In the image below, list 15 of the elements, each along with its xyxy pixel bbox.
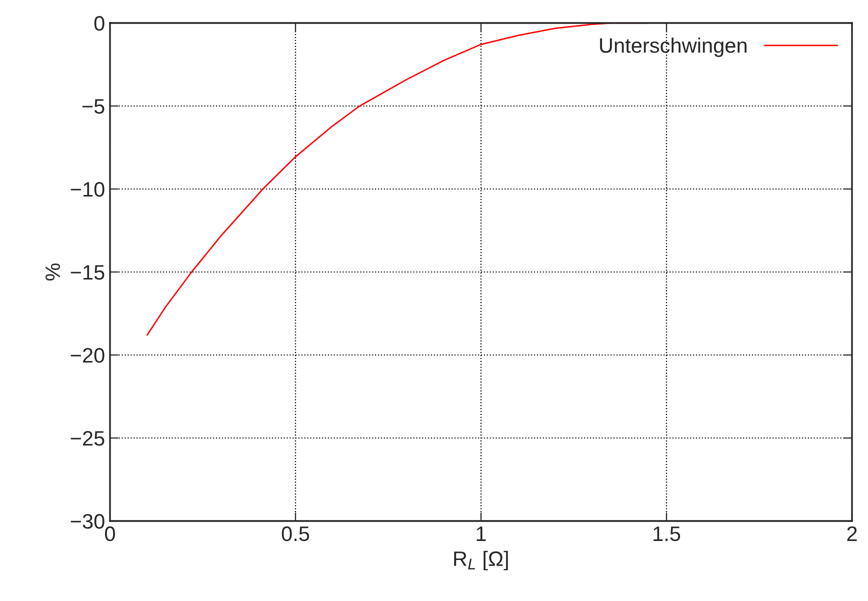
y-tick-label: −15 — [70, 265, 104, 280]
x-tick-label: 0 — [105, 526, 115, 542]
y-tick-label: −30 — [70, 514, 104, 529]
x-tick-label: 1.5 — [654, 526, 680, 542]
y-tick-label: −5 — [82, 99, 104, 114]
legend-label: Unterschwingen — [600, 38, 746, 58]
y-axis-title: % — [45, 263, 60, 281]
y-tick-label: −10 — [70, 182, 104, 197]
x-tick-label: 0.5 — [282, 526, 310, 542]
x-tick-label: 2 — [847, 526, 857, 541]
x-tick-label: 1 — [476, 526, 486, 541]
y-tick-label: 0 — [94, 16, 104, 31]
y-tick-label: −20 — [70, 348, 104, 363]
x-axis-title: R$_{L}$ [Ω] — [454, 550, 508, 570]
y-tick-label: −25 — [70, 431, 104, 446]
